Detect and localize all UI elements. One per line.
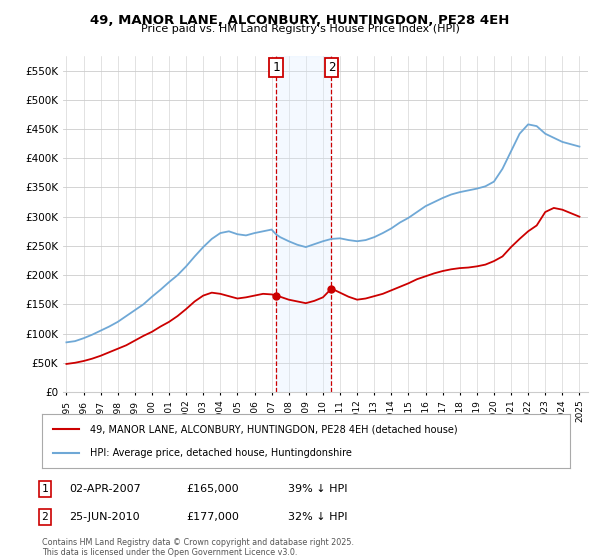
- Text: 32% ↓ HPI: 32% ↓ HPI: [288, 512, 347, 522]
- Text: HPI: Average price, detached house, Huntingdonshire: HPI: Average price, detached house, Hunt…: [89, 447, 352, 458]
- Text: 2: 2: [41, 512, 49, 522]
- Text: 1: 1: [272, 61, 280, 74]
- Text: 49, MANOR LANE, ALCONBURY, HUNTINGDON, PE28 4EH: 49, MANOR LANE, ALCONBURY, HUNTINGDON, P…: [91, 14, 509, 27]
- Text: £177,000: £177,000: [186, 512, 239, 522]
- Text: Contains HM Land Registry data © Crown copyright and database right 2025.
This d: Contains HM Land Registry data © Crown c…: [42, 538, 354, 557]
- Text: 02-APR-2007: 02-APR-2007: [69, 484, 141, 494]
- Text: Price paid vs. HM Land Registry's House Price Index (HPI): Price paid vs. HM Land Registry's House …: [140, 24, 460, 34]
- Text: £165,000: £165,000: [186, 484, 239, 494]
- Bar: [276, 56, 331, 392]
- Text: 39% ↓ HPI: 39% ↓ HPI: [288, 484, 347, 494]
- Text: 49, MANOR LANE, ALCONBURY, HUNTINGDON, PE28 4EH (detached house): 49, MANOR LANE, ALCONBURY, HUNTINGDON, P…: [89, 424, 457, 435]
- Text: 2: 2: [328, 61, 335, 74]
- Text: 1: 1: [41, 484, 49, 494]
- Text: 25-JUN-2010: 25-JUN-2010: [69, 512, 140, 522]
